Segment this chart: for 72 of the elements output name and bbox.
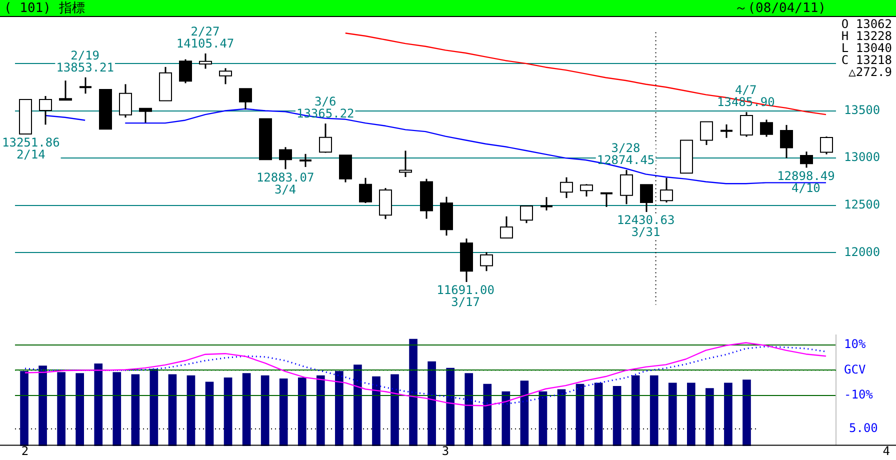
annotation: 3/6 13365.22 <box>296 94 354 121</box>
candlestick <box>720 124 734 139</box>
bar <box>20 371 28 446</box>
bar <box>131 374 140 446</box>
bar <box>464 373 474 446</box>
bar <box>390 374 399 446</box>
bar <box>279 378 288 446</box>
chart-subtitle: ～(08/04/11) <box>734 0 826 17</box>
bar <box>205 382 214 446</box>
bar <box>372 376 380 446</box>
bar <box>502 391 510 446</box>
bar <box>557 389 566 446</box>
x-tick-label: 2 <box>21 444 29 458</box>
bar <box>686 382 696 446</box>
bar <box>428 361 436 446</box>
annotation: 13251.86 2/14 <box>2 135 60 162</box>
bar <box>57 372 66 446</box>
annotation: 2/19 13853.21 <box>56 48 114 74</box>
bar <box>594 382 603 446</box>
bar <box>38 366 47 446</box>
candlestick <box>600 192 614 208</box>
chart-title: ( 101) 指標 <box>4 0 85 17</box>
bar <box>724 382 732 446</box>
y-tick-label: GCV <box>844 362 866 376</box>
bar <box>242 373 251 446</box>
x-tick-label: 3 <box>442 444 450 458</box>
bar <box>94 364 103 446</box>
bar <box>168 374 177 446</box>
y-tick-label: -10% <box>844 388 874 402</box>
bar <box>316 375 325 446</box>
bar <box>650 375 658 446</box>
candlestick <box>298 153 312 168</box>
bar <box>76 373 84 446</box>
annotation: 12430.63 3/31 <box>616 213 675 240</box>
annotation: 3/28 12874.45 <box>596 141 655 168</box>
bar <box>224 377 232 446</box>
bar <box>538 391 548 446</box>
bar <box>150 368 158 446</box>
bar <box>112 372 122 446</box>
bar <box>298 377 306 446</box>
y-tick-label: 12500 <box>844 198 880 212</box>
bar <box>520 380 529 446</box>
bar <box>260 375 270 446</box>
bar <box>576 384 584 446</box>
annotation: 2/27 14105.47 <box>176 24 234 51</box>
bar <box>446 368 455 446</box>
bar <box>335 371 344 446</box>
text: L 13040 <box>841 41 892 56</box>
y-tick-label: 13000 <box>844 150 880 164</box>
text: H 13228 <box>841 29 892 44</box>
bar <box>483 384 492 446</box>
candlestick <box>540 196 554 212</box>
text: O 13062 <box>841 17 892 32</box>
bar <box>668 382 677 446</box>
annotation: 11691.00 3/17 <box>436 283 494 310</box>
bar <box>186 375 196 446</box>
text: △272.9 <box>848 65 892 80</box>
annotation: 12883.07 3/4 <box>256 170 314 196</box>
bar <box>706 388 714 446</box>
candlestick <box>78 76 92 94</box>
text: C 13218 <box>841 53 892 68</box>
y-tick-label: 10% <box>844 337 866 352</box>
y-tick-label: 12000 <box>844 244 880 259</box>
y-tick-label: 13500 <box>844 102 880 117</box>
bar <box>354 364 362 446</box>
bar <box>409 338 418 446</box>
annotation: 12898.49 4/10 <box>777 168 835 195</box>
bar <box>631 375 640 446</box>
text: 4 <box>882 444 890 458</box>
bar <box>742 380 751 446</box>
text: 5.00 <box>849 420 878 435</box>
bar <box>612 386 622 446</box>
